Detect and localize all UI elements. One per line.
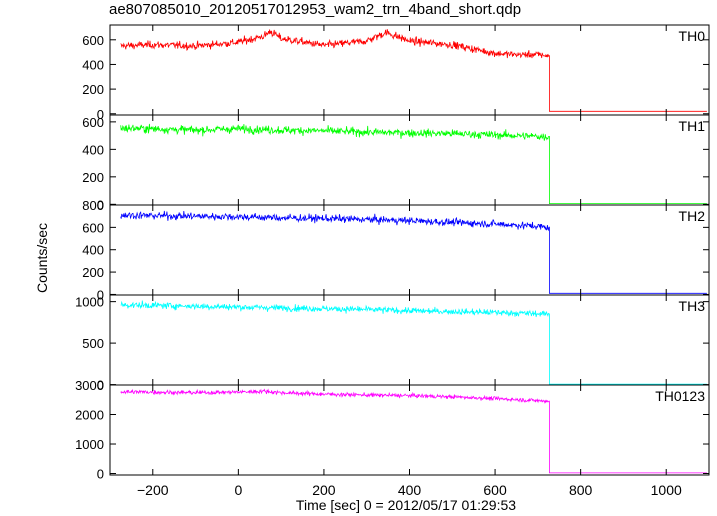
series-line-th0 — [120, 29, 707, 112]
y-tick-label: 400 — [82, 243, 104, 258]
y-tick-label: 200 — [82, 170, 104, 185]
panel-label-th0123: TH0123 — [655, 388, 705, 404]
x-tick-label: 0 — [234, 482, 242, 498]
x-tick-label: 400 — [398, 482, 422, 498]
y-tick-label: 800 — [82, 198, 104, 213]
y-tick-label: 200 — [82, 265, 104, 280]
y-tick-label: 600 — [82, 115, 104, 130]
panel-label-th0: TH0 — [679, 28, 706, 44]
y-tick-label: 400 — [82, 142, 104, 157]
series-line-th2 — [120, 210, 707, 294]
panel-frame-th0 — [109, 24, 710, 116]
y-tick-label: 400 — [82, 57, 104, 72]
y-tick-label: 600 — [82, 33, 104, 48]
y-tick-label: 0 — [97, 287, 104, 302]
panel-frame-th3 — [109, 294, 710, 386]
y-tick-label: 0 — [97, 378, 104, 393]
y-tick-label: 0 — [97, 197, 104, 212]
y-tick-label: 200 — [82, 82, 104, 97]
series-line-th3 — [120, 300, 707, 385]
panel-label-th2: TH2 — [679, 208, 706, 224]
x-tick-label: 200 — [312, 482, 336, 498]
y-tick-label: 500 — [82, 336, 104, 351]
chart-title: ae807085010_20120517012953_wam2_trn_4ban… — [109, 1, 522, 18]
y-tick-label: 2000 — [75, 408, 104, 423]
y-tick-label: 3000 — [75, 378, 104, 393]
panel-label-th3: TH3 — [679, 298, 706, 314]
y-tick-label: 1000 — [75, 295, 104, 310]
series-line-th1 — [120, 123, 707, 204]
x-tick-label: −200 — [137, 482, 169, 498]
y-axis-label: Counts/sec — [34, 222, 50, 294]
x-tick-label: 1000 — [651, 482, 682, 498]
panel-label-th1: TH1 — [679, 118, 706, 134]
y-tick-label: 1000 — [75, 437, 104, 452]
panel-frame-th0123 — [109, 384, 710, 476]
y-tick-label: 0 — [97, 467, 104, 482]
x-axis-label: Time [sec] 0 = 2012/05/17 01:29:53 — [295, 497, 517, 513]
y-tick-label: 0 — [97, 107, 104, 122]
x-tick-label: 600 — [483, 482, 507, 498]
y-tick-label: 600 — [82, 220, 104, 235]
x-tick-label: 800 — [569, 482, 593, 498]
series-line-th0123 — [120, 388, 707, 474]
